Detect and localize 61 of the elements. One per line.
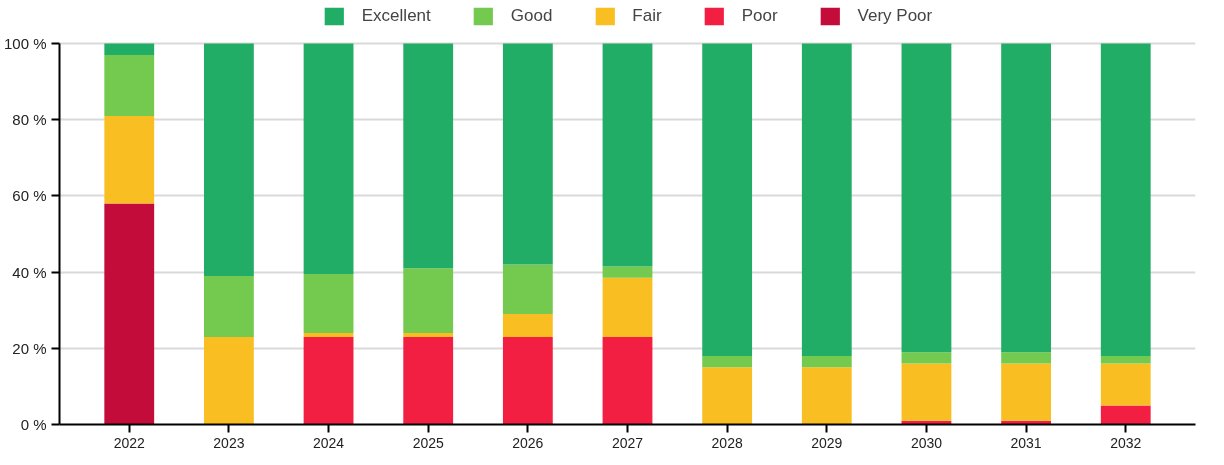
x-tick-label: 2030 bbox=[910, 434, 943, 451]
bar bbox=[801, 355, 852, 368]
y-tick-label: 60 % bbox=[12, 187, 47, 205]
bar bbox=[203, 336, 254, 425]
bar bbox=[303, 336, 354, 425]
legend-label: Fair bbox=[632, 6, 662, 26]
bar bbox=[104, 115, 155, 204]
x-tick-label: 2031 bbox=[1010, 434, 1042, 451]
bar bbox=[702, 43, 753, 356]
bar bbox=[1001, 352, 1052, 364]
bar bbox=[303, 333, 354, 337]
bar bbox=[403, 268, 454, 334]
bar bbox=[702, 367, 753, 425]
y-tick-label: 0 % bbox=[20, 416, 47, 433]
bar bbox=[1100, 43, 1151, 356]
bar bbox=[303, 43, 354, 275]
bar bbox=[702, 355, 753, 368]
bar bbox=[801, 367, 852, 425]
x-tick-label: 2028 bbox=[711, 434, 743, 451]
bar bbox=[104, 203, 155, 425]
y-tick-label: 80 % bbox=[12, 111, 47, 129]
x-tick-label: 2024 bbox=[312, 434, 345, 451]
bar bbox=[1001, 43, 1052, 353]
bar bbox=[602, 43, 653, 267]
bar bbox=[901, 352, 952, 364]
x-tick-label: 2029 bbox=[811, 434, 843, 451]
bar bbox=[602, 266, 653, 278]
bar bbox=[104, 55, 155, 116]
bar bbox=[901, 363, 952, 421]
bar bbox=[403, 333, 454, 337]
bar bbox=[801, 43, 852, 356]
bar bbox=[403, 336, 454, 425]
x-tick-label: 2025 bbox=[412, 434, 444, 451]
bar bbox=[602, 277, 653, 337]
y-tick-label: 20 % bbox=[12, 339, 47, 357]
bar bbox=[1100, 405, 1151, 425]
bar bbox=[502, 314, 553, 337]
bar bbox=[403, 43, 454, 269]
bar bbox=[1100, 363, 1151, 406]
x-tick-label: 2032 bbox=[1110, 434, 1142, 451]
legend-label: Very Poor bbox=[857, 6, 933, 26]
x-tick-label: 2026 bbox=[512, 434, 544, 451]
bar bbox=[1100, 355, 1151, 364]
bar bbox=[1001, 363, 1052, 421]
legend-label: Good bbox=[510, 6, 553, 26]
x-tick-label: 2023 bbox=[213, 434, 245, 451]
bar bbox=[602, 336, 653, 425]
x-tick-label: 2027 bbox=[611, 434, 644, 451]
bar bbox=[203, 275, 254, 337]
bar bbox=[104, 43, 155, 56]
bar bbox=[502, 264, 553, 315]
legend-label: Excellent bbox=[361, 6, 431, 26]
bar bbox=[502, 336, 553, 425]
bar bbox=[502, 43, 553, 265]
bar bbox=[203, 43, 254, 276]
y-tick-label: 100 % bbox=[3, 35, 47, 53]
bar bbox=[901, 43, 952, 353]
y-tick-label: 40 % bbox=[12, 263, 47, 281]
bar bbox=[303, 274, 354, 334]
x-tick-label: 2022 bbox=[113, 434, 146, 451]
legend-label: Poor bbox=[741, 6, 778, 26]
